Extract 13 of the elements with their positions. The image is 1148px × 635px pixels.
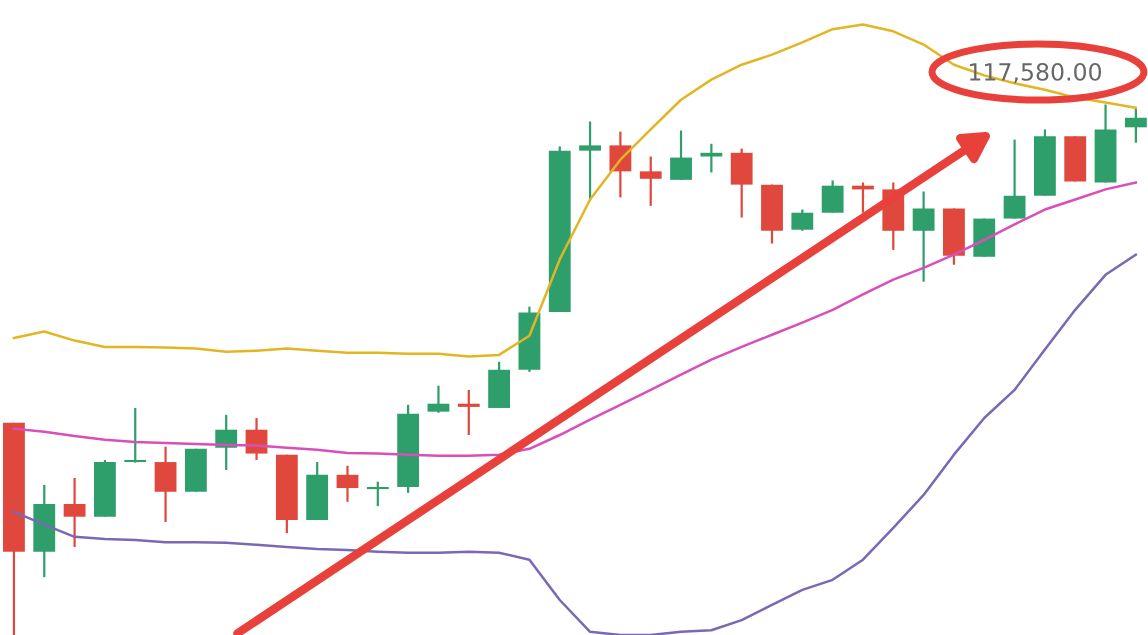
candlestick — [124, 406, 147, 464]
candlestick — [639, 155, 662, 207]
candlestick — [1003, 138, 1026, 220]
candlestick — [791, 208, 814, 232]
candlestick — [63, 476, 86, 549]
candlestick — [457, 388, 480, 437]
candlestick — [1124, 106, 1147, 144]
candlestick — [336, 464, 359, 503]
candlestick — [366, 480, 389, 508]
candlestick — [700, 142, 723, 174]
candlestick — [912, 190, 935, 283]
candlestick — [427, 384, 450, 414]
candlestick — [670, 129, 692, 181]
